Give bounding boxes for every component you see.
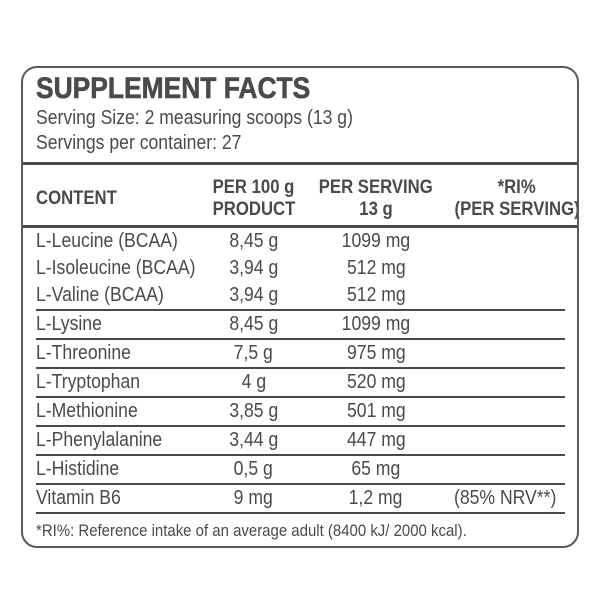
per-serving-value: 501 mg [346,400,406,422]
table-row: L-Phenylalanine 3,44 g 447 mg [36,425,565,454]
nutrient-name: L-Phenylalanine [36,429,163,451]
servings-per-container: Servings per container: 27 [36,132,242,154]
panel-header: SUPPLEMENT FACTS Serving Size: 2 measuri… [23,68,577,165]
column-header-per-serving: PER SERVING 13 g [319,177,433,220]
table-row: L-Leucine (BCAA) 8,45 g 1099 mg [36,228,565,255]
per-100g-value: 3,85 g [229,400,278,422]
serving-size: Serving Size: 2 measuring scoops (13 g) [36,107,353,129]
table-row: L-Tryptophan 4 g 520 mg [36,367,565,396]
supplement-facts-panel: SUPPLEMENT FACTS Serving Size: 2 measuri… [21,66,579,548]
nutrient-name: L-Valine (BCAA) [36,284,164,306]
per-100g-value: 8,45 g [229,230,278,252]
panel-title: SUPPLEMENT FACTS [36,72,565,106]
per-serving-value: 1,2 mg [349,487,403,509]
ri-footnote: *RI%: Reference intake of an average adu… [36,521,467,540]
per-100g-value: 0,5 g [233,458,274,480]
panel-title-text: SUPPLEMENT FACTS [36,72,311,106]
per-serving-value: 512 mg [346,257,406,279]
per-100g-value: 3,94 g [229,284,278,306]
table-row: L-Valine (BCAA) 3,94 g 512 mg [36,282,565,309]
per-serving-value: 1099 mg [341,230,411,252]
nutrient-name: L-Leucine (BCAA) [36,230,178,252]
column-header-ri-percent: *RI% (PER SERVING) [454,177,579,220]
per-100g-value: 8,45 g [229,313,278,335]
table-row: L-Isoleucine (BCAA) 3,94 g 512 mg [36,255,565,282]
nutrient-name: L-Tryptophan [36,371,141,393]
table-body: L-Leucine (BCAA) 8,45 g 1099 mg L-Isoleu… [23,228,577,514]
column-header-content: CONTENT [36,188,117,209]
table-header-row: CONTENT PER 100 g PRODUCT PER SERVING 13… [23,165,577,228]
per-100g-value: 3,44 g [229,429,278,451]
table-row: L-Lysine 8,45 g 1099 mg [36,309,565,338]
per-100g-value: 9 mg [233,487,274,509]
per-100g-value: 7,5 g [233,342,274,364]
per-serving-value: 512 mg [346,284,406,306]
per-serving-value: 447 mg [346,429,406,451]
per-serving-value: 975 mg [346,342,406,364]
per-serving-value: 65 mg [351,458,401,480]
nutrient-name: L-Lysine [36,313,102,335]
nutrient-name: L-Threonine [36,342,131,364]
ri-value: (85% NRV**) [454,487,557,509]
table-row: L-Methionine 3,85 g 501 mg [36,396,565,425]
table-row: Vitamin B6 9 mg 1,2 mg (85% NRV**) [36,483,565,514]
nutrient-name: L-Isoleucine (BCAA) [36,257,196,279]
nutrient-name: L-Methionine [36,400,138,422]
table-row: L-Histidine 0,5 g 65 mg [36,454,565,483]
per-serving-value: 520 mg [346,371,406,393]
per-serving-value: 1099 mg [341,313,411,335]
nutrient-name: L-Histidine [36,458,120,480]
table-row: L-Threonine 7,5 g 975 mg [36,338,565,367]
nutrient-name: Vitamin B6 [36,487,121,509]
per-100g-value: 4 g [241,371,266,393]
per-100g-value: 3,94 g [229,257,278,279]
column-header-per-100g: PER 100 g PRODUCT [212,177,295,220]
